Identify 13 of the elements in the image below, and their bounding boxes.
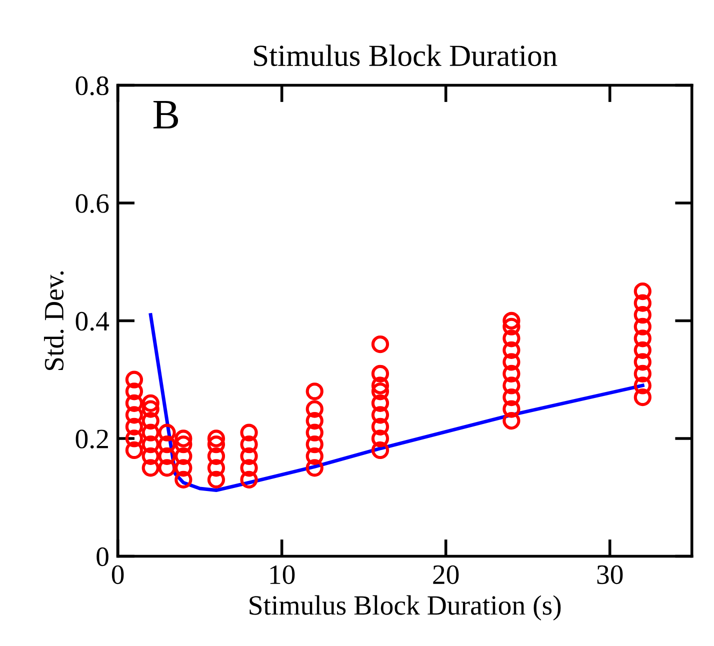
chart-title: Stimulus Block Duration xyxy=(254,44,558,66)
x-tick-label: 0 xyxy=(112,565,124,584)
y-tick-label: 0 xyxy=(96,547,108,566)
y-tick-label: 0.4 xyxy=(76,312,110,331)
y-tick-label: 0.8 xyxy=(76,76,108,96)
annotation: B xyxy=(153,101,178,128)
y-tick-label: 0.2 xyxy=(76,430,108,449)
y-tick-label: 0.6 xyxy=(76,194,109,214)
x-tick-label: 20 xyxy=(433,565,459,584)
y-axis-title: Std. Dev. xyxy=(44,271,64,370)
x-axis-title: Stimulus Block Duration (s) xyxy=(250,595,561,620)
x-tick-label: 10 xyxy=(270,565,295,584)
x-tick-label: 30 xyxy=(597,565,623,584)
